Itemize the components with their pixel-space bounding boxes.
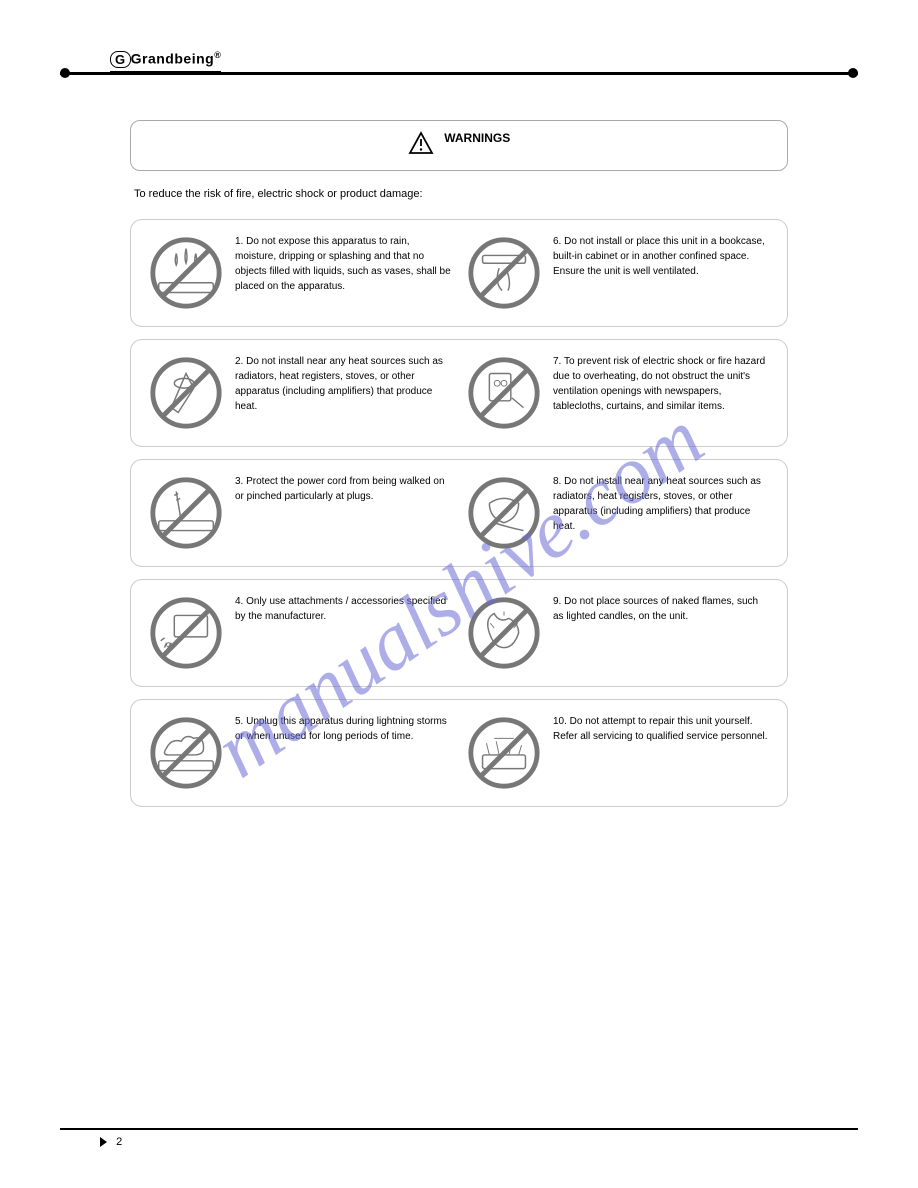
warning-label: WARNINGS	[444, 131, 510, 145]
safety-text-5: 5. Unplug this apparatus during lightnin…	[235, 714, 453, 744]
warning-box: WARNINGS	[130, 120, 788, 171]
no-flame-icon	[465, 594, 543, 672]
safety-row-1: 1. Do not expose this apparatus to rain,…	[130, 219, 788, 327]
safety-item-5: 5. Unplug this apparatus during lightnin…	[147, 714, 453, 792]
no-repair-icon	[465, 714, 543, 792]
safety-text-7: 7. To prevent risk of electric shock or …	[553, 354, 771, 414]
safety-item-8: 8. Do not install near any heat sources …	[465, 474, 771, 552]
safety-row-2: 2. Do not install near any heat sources …	[130, 339, 788, 447]
safety-text-2: 2. Do not install near any heat sources …	[235, 354, 453, 414]
safety-item-9: 9. Do not place sources of naked flames,…	[465, 594, 771, 672]
page-number: 2	[116, 1136, 122, 1148]
safety-item-1: 1. Do not expose this apparatus to rain,…	[147, 234, 453, 312]
header-bar: GGrandbeing®	[60, 50, 858, 80]
safety-row-4: 4. Only use attachments / accessories sp…	[130, 579, 788, 687]
safety-text-9: 9. Do not place sources of naked flames,…	[553, 594, 771, 624]
no-heat-source-icon	[465, 474, 543, 552]
safety-item-2: 2. Do not install near any heat sources …	[147, 354, 453, 432]
no-confined-icon	[465, 234, 543, 312]
safety-text-10: 10. Do not attempt to repair this unit y…	[553, 714, 771, 744]
safety-text-8: 8. Do not install near any heat sources …	[553, 474, 771, 534]
header-dot-right	[848, 68, 858, 78]
safety-item-7: 7. To prevent risk of electric shock or …	[465, 354, 771, 432]
warning-triangle-icon	[408, 131, 434, 155]
safety-row-3: 3. Protect the power cord from being wal…	[130, 459, 788, 567]
footer: 2	[60, 1128, 858, 1148]
intro-text: To reduce the risk of fire, electric sho…	[130, 186, 788, 204]
brand-tm: ®	[214, 50, 221, 60]
no-storm-icon	[147, 714, 225, 792]
safety-item-4: 4. Only use attachments / accessories sp…	[147, 594, 453, 672]
safety-text-3: 3. Protect the power cord from being wal…	[235, 474, 453, 504]
no-block-vent-icon	[465, 354, 543, 432]
brand-logo: GGrandbeing®	[110, 50, 221, 73]
safety-text-1: 1. Do not expose this apparatus to rain,…	[235, 234, 453, 294]
no-cord-pinch-icon	[147, 474, 225, 552]
safety-item-10: 10. Do not attempt to repair this unit y…	[465, 714, 771, 792]
safety-item-6: 6. Do not install or place this unit in …	[465, 234, 771, 312]
safety-text-4: 4. Only use attachments / accessories sp…	[235, 594, 453, 624]
no-water-icon	[147, 234, 225, 312]
content-area: WARNINGS To reduce the risk of fire, ele…	[60, 120, 858, 807]
brand-ring: G	[110, 51, 131, 68]
safety-text-6: 6. Do not install or place this unit in …	[553, 234, 771, 279]
footer-arrow-icon	[100, 1137, 107, 1147]
header-rule	[60, 72, 858, 75]
safety-item-3: 3. Protect the power cord from being wal…	[147, 474, 453, 552]
brand-text: Grandbeing	[131, 51, 215, 67]
no-objects-icon	[147, 594, 225, 672]
safety-row-5: 5. Unplug this apparatus during lightnin…	[130, 699, 788, 807]
no-heat-icon	[147, 354, 225, 432]
